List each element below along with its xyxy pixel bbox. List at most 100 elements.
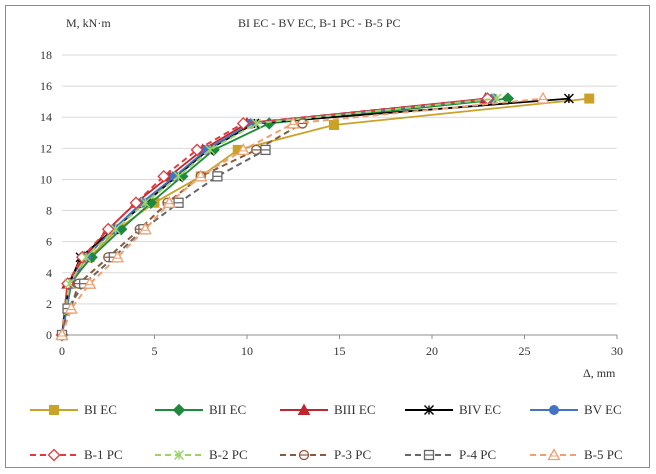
data-point xyxy=(140,197,151,208)
series-line xyxy=(61,97,590,336)
y-tick-label: 0 xyxy=(46,328,52,342)
x-tick-label: 0 xyxy=(59,344,65,358)
data-point xyxy=(251,144,262,156)
x-tick-label: 10 xyxy=(241,344,253,358)
legend-marker xyxy=(297,403,311,415)
series-b-5-pc xyxy=(55,91,550,341)
data-point xyxy=(328,120,339,130)
data-point xyxy=(81,252,92,263)
legend-layer: BI EC BII EC BIII EC BIV EC BV EC B-1 PC B-2 P… xyxy=(30,402,623,462)
legend-label: BI EC xyxy=(84,402,117,417)
series-layer xyxy=(55,91,595,342)
legend-marker xyxy=(547,448,561,461)
legend-item: P-4 PC xyxy=(405,447,496,462)
y-tick-label: 14 xyxy=(40,110,52,124)
series-b-2-pc xyxy=(57,93,502,340)
y-tick-label: 18 xyxy=(40,48,52,62)
data-point xyxy=(162,195,176,208)
legend-item: BI EC xyxy=(30,402,117,417)
data-point xyxy=(110,250,125,263)
y-tick-label: 10 xyxy=(40,172,52,186)
data-point xyxy=(64,301,78,314)
x-tick-label: 25 xyxy=(519,344,531,358)
y-tick-label: 4 xyxy=(46,266,52,280)
data-point xyxy=(55,328,69,341)
y-tick-label: 8 xyxy=(46,204,52,218)
data-point xyxy=(190,143,204,157)
legend-label: B-5 PC xyxy=(584,447,623,462)
data-point xyxy=(251,118,262,129)
series-line xyxy=(61,97,494,336)
x-tick-label: 15 xyxy=(334,344,346,358)
series-bi-ec xyxy=(57,93,595,340)
data-point xyxy=(64,278,75,289)
data-point xyxy=(173,197,184,208)
data-point xyxy=(491,93,502,104)
legend-label: P-4 PC xyxy=(459,447,496,462)
data-point xyxy=(297,118,308,129)
data-point xyxy=(584,93,595,104)
chart-title: BI EC - BV EC, B-1 PC - B-5 PC xyxy=(238,16,400,30)
data-point xyxy=(212,171,223,182)
x-axis-title: Δ, mm xyxy=(583,366,616,380)
legend-marker xyxy=(49,405,59,415)
series-line xyxy=(61,122,303,336)
y-axis-title: M, kN·m xyxy=(66,16,111,30)
data-point xyxy=(173,171,184,182)
legend-label: B-2 PC xyxy=(209,447,248,462)
legend-marker xyxy=(174,450,184,460)
data-point xyxy=(563,93,574,104)
series-bii-ec xyxy=(55,92,515,342)
legend-item: P-3 PC xyxy=(280,447,371,462)
x-tick-label: 20 xyxy=(426,344,438,358)
legend-label: P-3 PC xyxy=(334,447,371,462)
data-point xyxy=(157,169,171,183)
legend-label: BII EC xyxy=(209,402,246,417)
data-point xyxy=(138,222,152,235)
legend-item: B-5 PC xyxy=(530,447,623,462)
data-point xyxy=(83,276,97,289)
data-point xyxy=(236,117,250,130)
legend-marker xyxy=(423,449,435,461)
x-tick-label: 30 xyxy=(611,344,623,358)
legend-marker xyxy=(424,405,434,415)
y-tick-label: 6 xyxy=(46,235,52,249)
legend-item: BIV EC xyxy=(405,402,501,417)
data-point xyxy=(129,196,143,210)
legend-marker xyxy=(298,449,310,461)
series-line xyxy=(61,97,544,336)
series-line xyxy=(61,97,488,336)
data-point xyxy=(536,91,550,104)
series-biii-ec xyxy=(55,92,492,340)
y-tick-label: 2 xyxy=(46,297,52,311)
data-point xyxy=(205,144,215,155)
legend-item: B-2 PC xyxy=(155,447,248,462)
legend-label: BV EC xyxy=(584,402,622,417)
legend-label: B-1 PC xyxy=(84,447,123,462)
legend-marker xyxy=(172,403,186,417)
legend-item: BIII EC xyxy=(280,402,376,417)
series-line xyxy=(61,97,569,336)
legend-item: BV EC xyxy=(530,402,622,417)
legend-marker xyxy=(549,405,559,415)
chart-frame xyxy=(5,5,650,468)
series-b-1-pc xyxy=(55,92,494,342)
y-tick-label: 12 xyxy=(40,141,52,155)
legend-label: BIV EC xyxy=(459,402,501,417)
data-point xyxy=(101,222,115,236)
legend-item: BII EC xyxy=(155,402,246,417)
data-point xyxy=(236,143,250,156)
series-line xyxy=(61,97,486,336)
data-point xyxy=(110,224,121,235)
legend-label: BIII EC xyxy=(334,402,376,417)
grid-layer xyxy=(62,54,617,305)
legend-item: B-1 PC xyxy=(30,447,123,462)
legend-marker xyxy=(47,448,61,462)
axis-layer: 0 2 4 6 8 10 12 14 16 18 0 5 10 15 20 25 30 xyxy=(40,48,623,358)
data-point xyxy=(260,144,271,156)
data-point xyxy=(286,116,300,129)
y-tick-label: 16 xyxy=(40,79,52,93)
data-point xyxy=(194,169,208,182)
